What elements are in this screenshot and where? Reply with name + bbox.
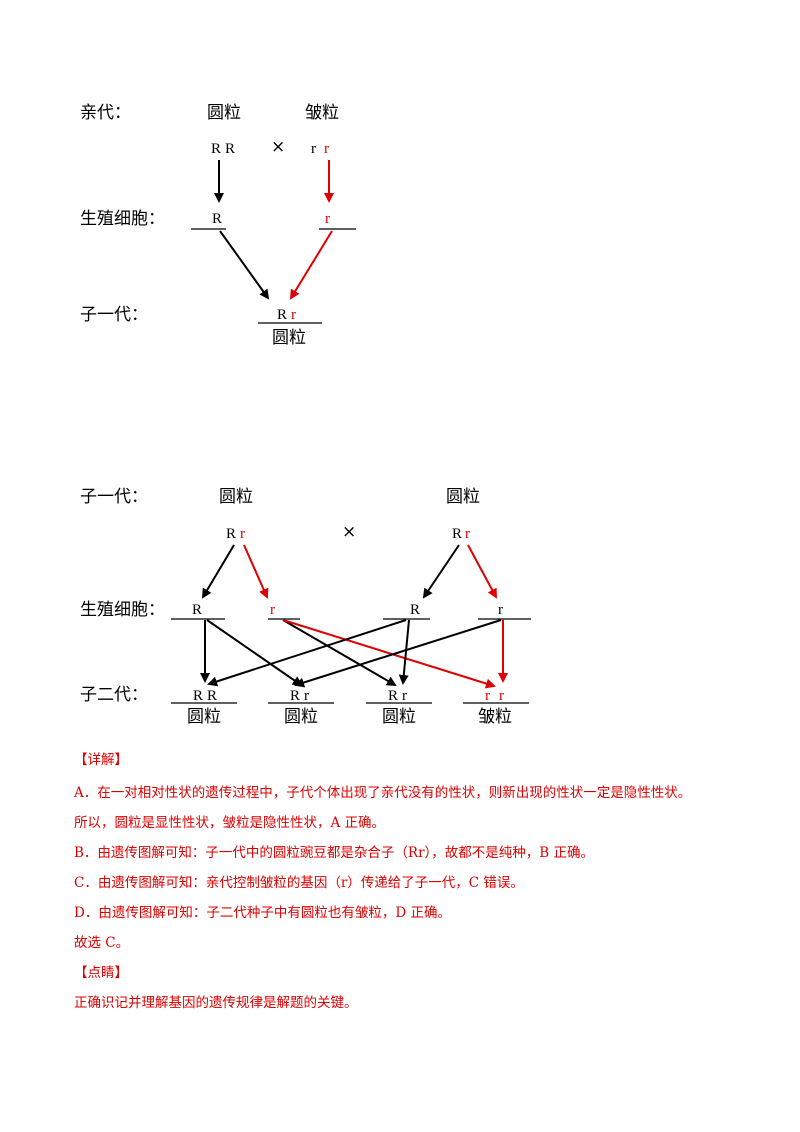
d2-right-allele-1: R [452,526,462,542]
arrow-r1-to-rr [282,619,496,689]
parent-left-phenotype: 圆粒 [207,103,241,123]
d2-left-allele-1: R [226,526,236,542]
arrow-right-parent-to-r [467,544,497,599]
explanation-line-b: B．由遗传图解可知：子一代中的圆粒豌豆都是杂合子（Rr），故都不是纯种，B 正确… [74,845,594,861]
d2-cross-symbol: × [342,522,356,542]
arrow-right-parent-to-R [422,544,460,599]
conclusion: 故选 C。 [74,935,130,951]
explanation-line-a2: 所以，圆粒是显性性状，皱粒是隐性性状，A 正确。 [74,815,386,831]
explanation-line-c: C．由遗传图解可知：亲代控制皱粒的基因（r）传递给了子一代，C 错误。 [74,875,524,891]
f1-phenotype: 圆粒 [272,328,306,348]
d2-gamete-1: R [192,602,202,618]
f2-3-allele-1: R [388,688,398,704]
detail-heading: 【详解】 [74,752,128,768]
parent-left-allele-2: R [225,141,235,157]
d2-gamete-2: r [270,602,275,618]
arrow-left-parent-to-r [243,544,269,599]
cross-symbol: × [271,137,285,157]
d2-right-phenotype: 圆粒 [446,487,480,507]
gamete-left: R [212,211,222,227]
gamete-label: 生殖细胞： [80,209,165,229]
d2-left-allele-2: r [240,526,245,542]
f2-1-allele-2: R [207,688,217,704]
f2-3-allele-2: r [402,688,407,704]
arrow-r1-to-Rr [282,619,397,687]
f2-3-phenotype: 圆粒 [382,707,416,727]
arrow-gamete-left-to-f1 [219,230,270,300]
d2-gamete-label: 生殖细胞： [80,600,165,620]
arrow-R2-to-Rr [398,619,410,685]
f1-allele-2: r [291,307,296,323]
arrow-gamete-right-to-f1 [289,230,333,300]
parent-right-allele-1: r [311,141,316,157]
f2-2-allele-2: r [304,688,309,704]
parent-right-allele-2: r [324,141,329,157]
arrow-left-parent-to-R [201,544,235,599]
f2-4-allele-1: r [485,688,490,704]
arrow-R1-to-Rr [206,619,303,687]
d2-right-allele-2: r [465,526,470,542]
d2-gamete-4: r [498,602,503,618]
arrow-r2-to-Rr [294,619,502,688]
f1-allele-1: R [277,307,287,323]
f2-4-phenotype: 皱粒 [478,707,512,727]
d2-f1-label: 子一代： [80,487,148,507]
gamete-right: r [325,211,330,227]
f2-1-allele-1: R [193,688,203,704]
tip-text: 正确识记并理解基因的遗传规律是解题的关键。 [74,995,358,1011]
f2-2-phenotype: 圆粒 [284,707,318,727]
parent-generation-label: 亲代： [80,103,131,123]
arrow-R2-to-RR [207,619,407,687]
parent-right-phenotype: 皱粒 [305,103,339,123]
tip-heading: 【点睛】 [74,965,128,981]
d2-left-phenotype: 圆粒 [219,487,253,507]
explanation-line-a: A．在一对相对性状的遗传过程中，子代个体出现了亲代没有的性状，则新出现的性状一定… [74,785,692,801]
f2-2-allele-1: R [290,688,300,704]
f1-label: 子一代： [80,305,148,325]
explanation-line-d: D．由遗传图解可知：子二代种子中有圆粒也有皱粒，D 正确。 [74,905,451,921]
d2-f2-label: 子二代： [80,685,148,705]
f2-1-phenotype: 圆粒 [187,707,221,727]
parent-left-allele-1: R [211,141,221,157]
d2-gamete-3: R [410,602,420,618]
f2-4-allele-2: r [499,688,504,704]
